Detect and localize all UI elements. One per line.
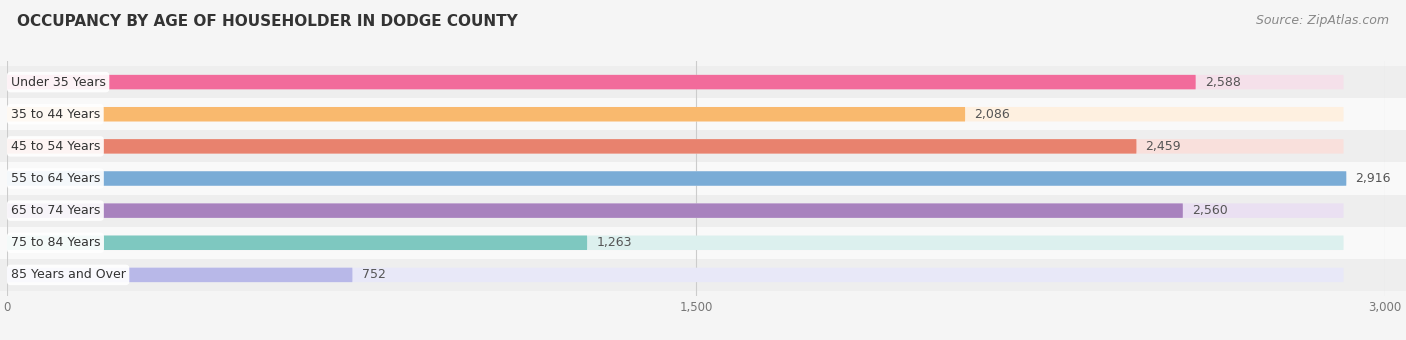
FancyBboxPatch shape xyxy=(0,194,1406,227)
FancyBboxPatch shape xyxy=(7,268,1344,282)
FancyBboxPatch shape xyxy=(0,259,1406,291)
FancyBboxPatch shape xyxy=(7,236,1344,250)
Text: 1,263: 1,263 xyxy=(596,236,631,249)
FancyBboxPatch shape xyxy=(0,66,1406,98)
FancyBboxPatch shape xyxy=(7,171,1344,186)
FancyBboxPatch shape xyxy=(0,163,1406,194)
Text: 75 to 84 Years: 75 to 84 Years xyxy=(11,236,100,249)
FancyBboxPatch shape xyxy=(7,139,1136,154)
Text: 2,916: 2,916 xyxy=(1355,172,1391,185)
Text: Source: ZipAtlas.com: Source: ZipAtlas.com xyxy=(1256,14,1389,27)
Text: OCCUPANCY BY AGE OF HOUSEHOLDER IN DODGE COUNTY: OCCUPANCY BY AGE OF HOUSEHOLDER IN DODGE… xyxy=(17,14,517,29)
FancyBboxPatch shape xyxy=(7,171,1347,186)
FancyBboxPatch shape xyxy=(0,98,1406,130)
Text: 65 to 74 Years: 65 to 74 Years xyxy=(11,204,100,217)
Text: 752: 752 xyxy=(361,268,385,282)
FancyBboxPatch shape xyxy=(7,268,353,282)
FancyBboxPatch shape xyxy=(7,107,1344,121)
Text: 2,588: 2,588 xyxy=(1205,75,1240,89)
FancyBboxPatch shape xyxy=(7,236,588,250)
Text: 2,560: 2,560 xyxy=(1192,204,1227,217)
FancyBboxPatch shape xyxy=(7,139,1344,154)
FancyBboxPatch shape xyxy=(7,203,1182,218)
FancyBboxPatch shape xyxy=(7,203,1344,218)
FancyBboxPatch shape xyxy=(7,107,965,121)
Text: 85 Years and Over: 85 Years and Over xyxy=(11,268,125,282)
FancyBboxPatch shape xyxy=(7,75,1195,89)
FancyBboxPatch shape xyxy=(0,130,1406,163)
Text: 55 to 64 Years: 55 to 64 Years xyxy=(11,172,100,185)
Text: 2,459: 2,459 xyxy=(1146,140,1181,153)
Text: Under 35 Years: Under 35 Years xyxy=(11,75,105,89)
FancyBboxPatch shape xyxy=(7,75,1344,89)
Text: 2,086: 2,086 xyxy=(974,108,1010,121)
FancyBboxPatch shape xyxy=(0,227,1406,259)
Text: 35 to 44 Years: 35 to 44 Years xyxy=(11,108,100,121)
Text: 45 to 54 Years: 45 to 54 Years xyxy=(11,140,100,153)
